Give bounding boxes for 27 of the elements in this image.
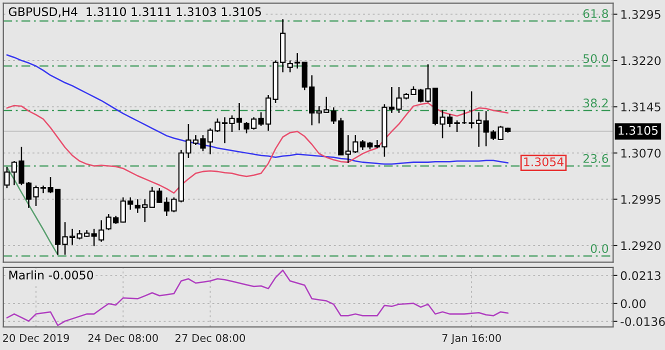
chart-title: GBPUSD,H4 1.3110 1.3111 1.3103 1.3105 [8, 7, 261, 18]
x-tick-label: 24 Dec 08:00 [88, 334, 158, 342]
y-tick-label: 1.2920 [621, 241, 661, 250]
x-tick-label: 20 Dec 2019 [3, 334, 69, 342]
line-series [6, 166, 58, 256]
candlestick [462, 109, 468, 125]
y-tick-label: -0.0136 [620, 317, 665, 326]
line-series [6, 270, 509, 326]
y-tick-label: 1.3295 [621, 10, 660, 19]
y-tick-label: 0.00 [620, 299, 646, 308]
line-series [6, 54, 509, 165]
annotation: 1.3054 [524, 157, 564, 166]
y-tick-label: 1.3220 [621, 56, 661, 66]
y-tick-label: 1.3145 [621, 102, 660, 112]
x-tick-label: 7 Jan 16:00 [442, 334, 501, 344]
y-tick-label: 0.0213 [620, 271, 660, 280]
x-tick-label: 27 Dec 08:00 [176, 334, 246, 342]
annotation: 23.6 [583, 154, 608, 163]
line-series [6, 102, 509, 194]
ref-line-label: 1.3105 [618, 126, 658, 135]
y-tick-label: 1.2995 [621, 194, 660, 204]
chart-title: Marlin -0.0050 [9, 270, 94, 280]
annotation: 38.2 [583, 98, 608, 108]
annotation: 61.8 [583, 9, 608, 18]
annotation: 0.0 [590, 244, 608, 253]
y-tick-label: 1.3070 [621, 148, 661, 158]
annotation: 50.0 [583, 54, 608, 64]
